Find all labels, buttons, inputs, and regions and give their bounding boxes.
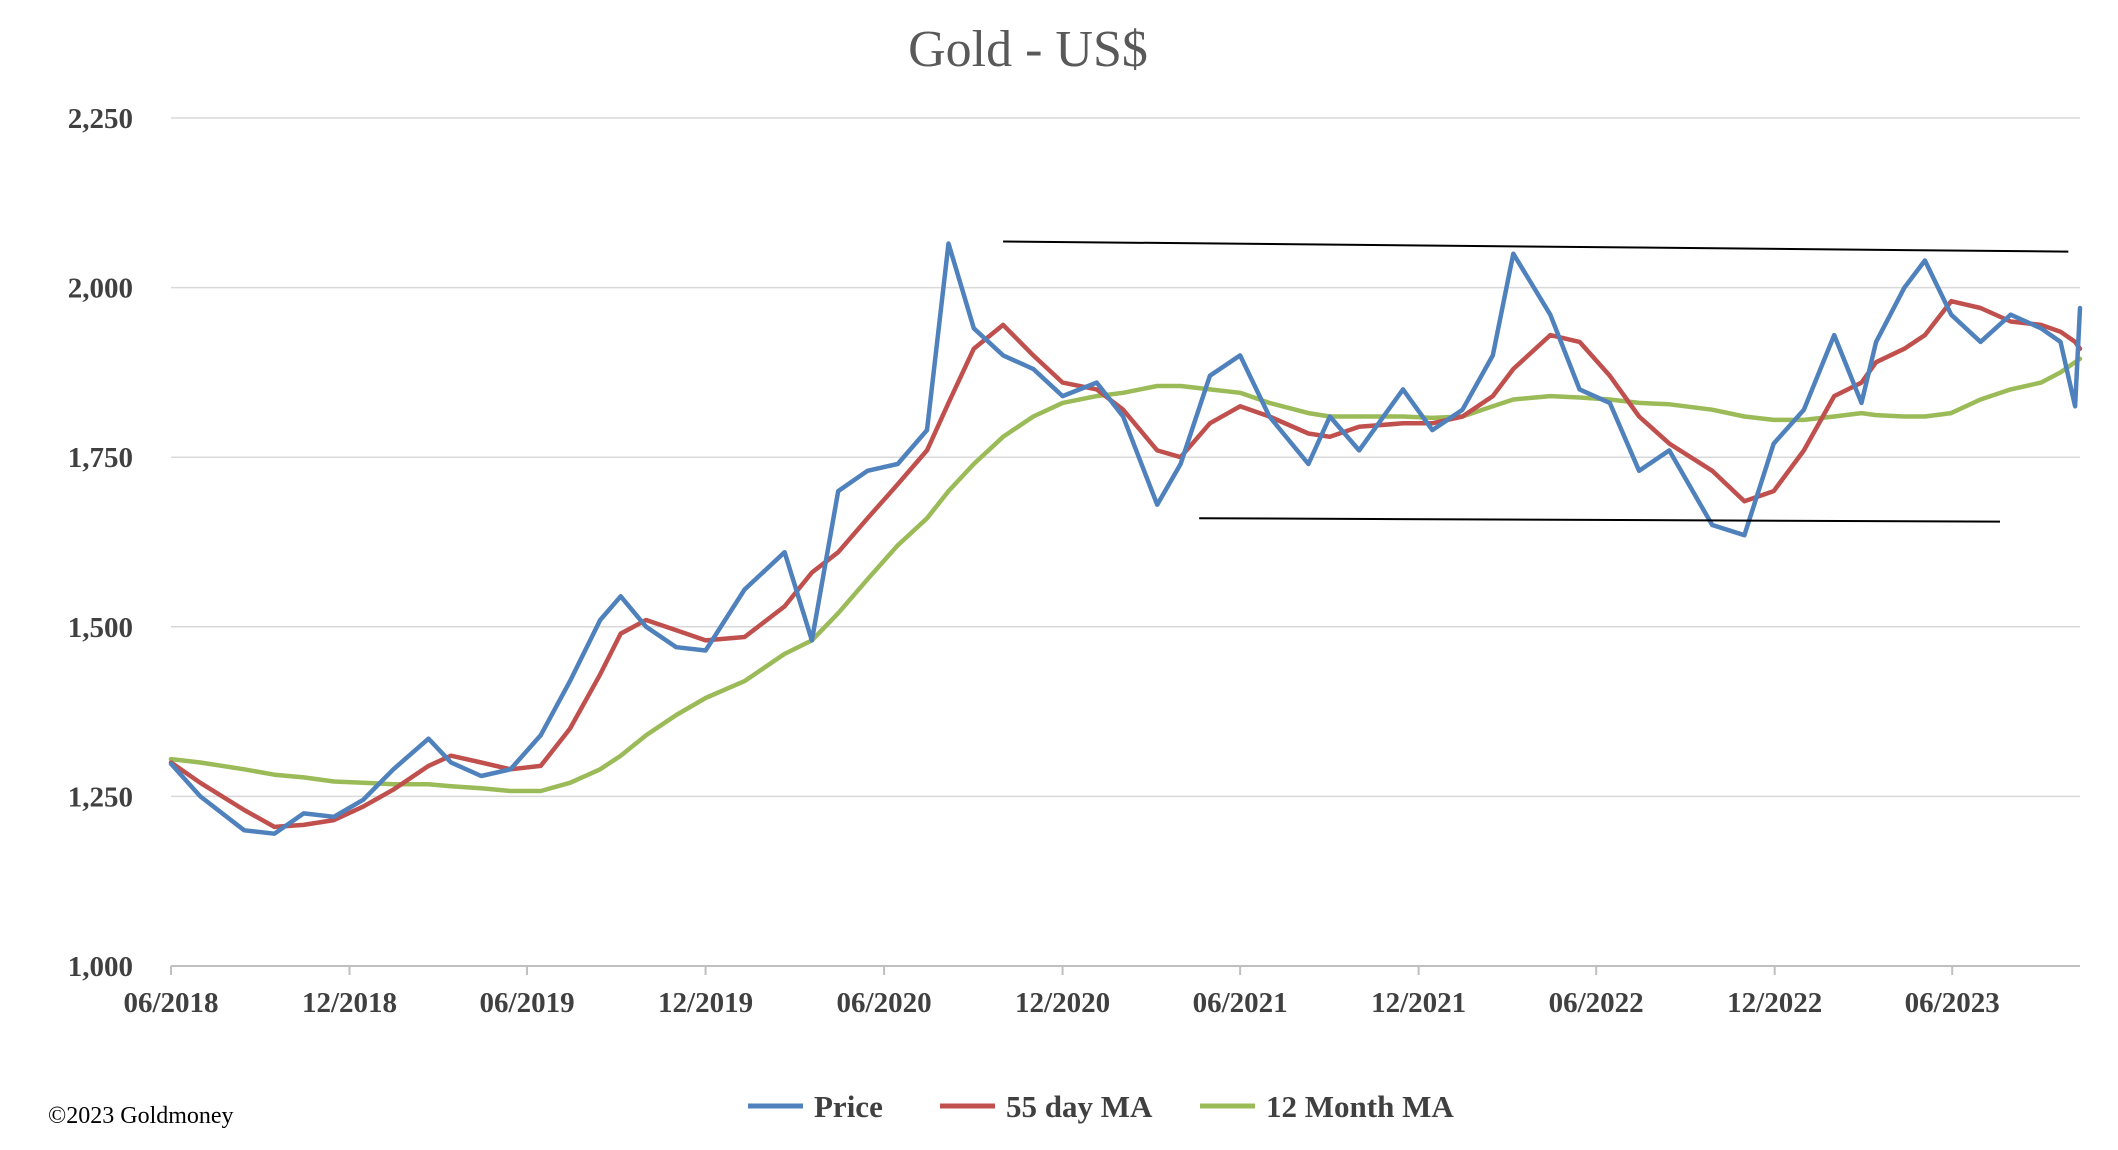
y-axis: 1,000 1,250 1,500 1,750 2,000 2,250 (68, 103, 133, 983)
legend-label-price: Price (814, 1089, 883, 1124)
x-tick-label: 06/2018 (123, 987, 218, 1019)
x-tick-label: 12/2021 (1371, 987, 1466, 1019)
series-line-55-day-ma (168, 298, 2083, 830)
x-tick-label: 12/2019 (658, 987, 753, 1019)
y-tick-label: 2,250 (68, 103, 133, 135)
y-tick-label: 1,000 (68, 951, 133, 983)
legend-label-12-month-ma: 12 Month MA (1266, 1089, 1454, 1124)
x-tick-label: 06/2019 (480, 987, 575, 1019)
x-tick-label: 06/2021 (1193, 987, 1288, 1019)
trendline-annotations (1003, 240, 2069, 523)
series-line-price (168, 241, 2083, 836)
x-tick-label: 12/2022 (1727, 987, 1822, 1019)
trendline (1199, 517, 2001, 523)
trendline (1003, 240, 2069, 253)
series-lines (168, 241, 2083, 836)
legend-label-55-day-ma: 55 day MA (1006, 1089, 1153, 1124)
y-tick-label: 2,000 (68, 273, 133, 305)
x-tick-label: 12/2018 (302, 987, 397, 1019)
gridlines (171, 117, 2080, 798)
legend: Price 55 day MA 12 Month MA (748, 1089, 1454, 1124)
series-line-12-month-ma (168, 356, 2083, 794)
x-tick-label: 12/2020 (1015, 987, 1110, 1019)
chart-title: Gold - US$ (908, 21, 1148, 78)
x-tick-label: 06/2022 (1549, 987, 1644, 1019)
y-tick-label: 1,250 (68, 781, 133, 813)
copyright-text: ©2023 Goldmoney (48, 1103, 234, 1129)
y-tick-label: 1,750 (68, 442, 133, 474)
y-tick-label: 1,500 (68, 612, 133, 644)
x-tick-label: 06/2023 (1905, 987, 2000, 1019)
x-axis: 06/2018 12/2018 06/2019 12/2019 06/2020 12/20… (123, 965, 2080, 1019)
x-tick-label: 06/2020 (837, 987, 932, 1019)
